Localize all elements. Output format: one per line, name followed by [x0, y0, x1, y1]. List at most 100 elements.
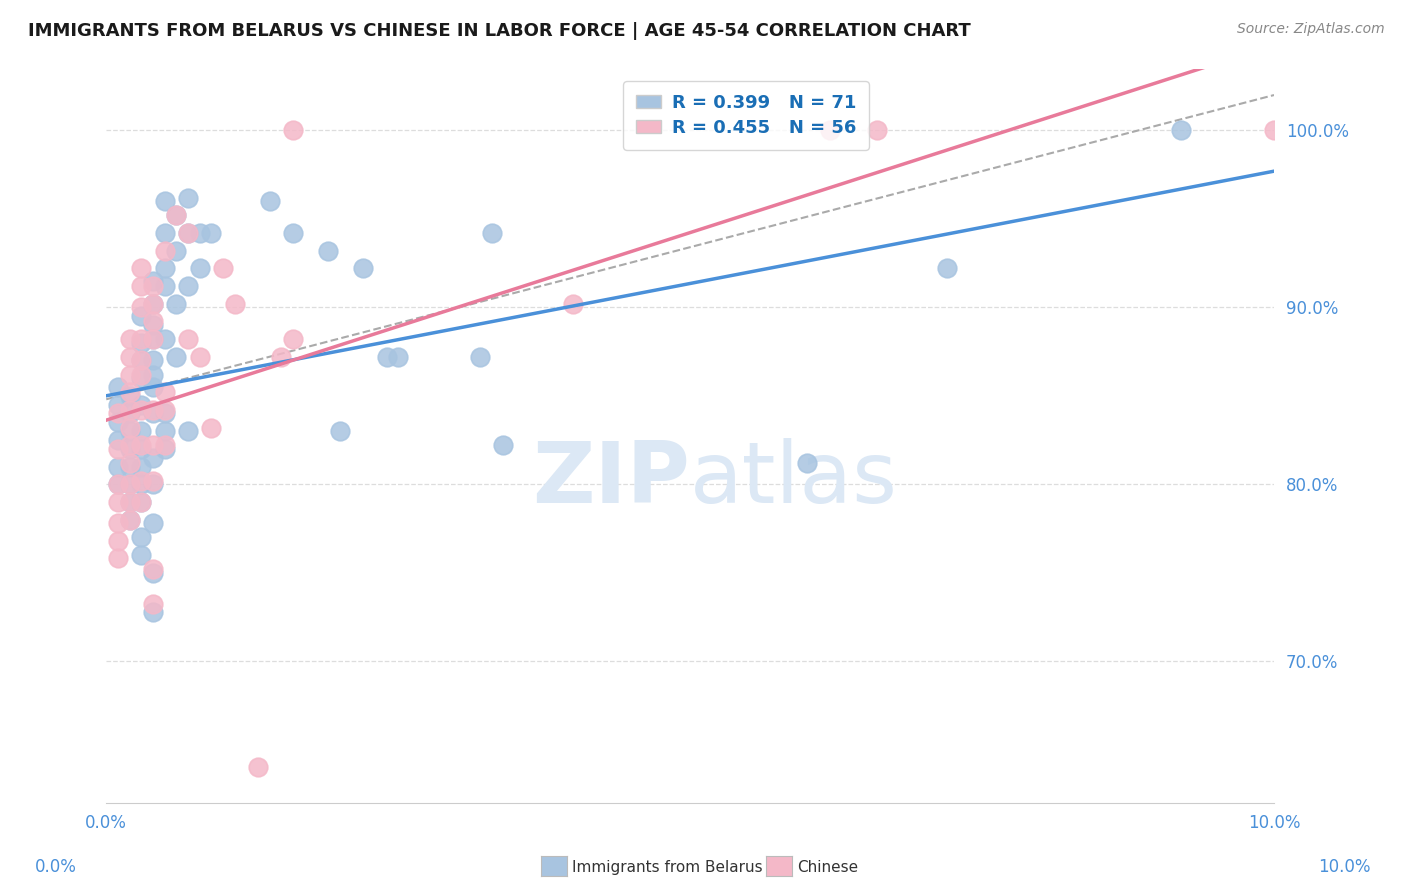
Point	[118, 459, 141, 474]
Point	[165, 208, 187, 222]
Point	[153, 438, 176, 452]
Point	[118, 438, 141, 452]
Point	[129, 548, 152, 562]
Point	[481, 226, 503, 240]
Point	[129, 459, 152, 474]
Point	[118, 495, 141, 509]
Text: 10.0%: 10.0%	[1319, 858, 1371, 876]
Point	[118, 389, 141, 403]
Point	[142, 353, 165, 368]
Point	[118, 477, 141, 491]
Point	[177, 226, 200, 240]
Point	[866, 123, 889, 137]
Point	[200, 420, 222, 434]
Point	[153, 194, 176, 209]
Point	[188, 226, 211, 240]
Point	[129, 335, 152, 350]
Point	[118, 332, 141, 346]
Point	[142, 380, 165, 394]
Text: atlas: atlas	[690, 438, 898, 521]
Point	[107, 495, 129, 509]
Point	[1263, 123, 1285, 137]
Point	[153, 261, 176, 276]
Point	[165, 297, 187, 311]
Point	[142, 368, 165, 382]
Point	[142, 314, 165, 328]
Point	[352, 261, 374, 276]
Point	[142, 562, 165, 576]
Point	[468, 350, 491, 364]
Point	[129, 309, 152, 323]
Text: IMMIGRANTS FROM BELARUS VS CHINESE IN LABOR FORCE | AGE 45-54 CORRELATION CHART: IMMIGRANTS FROM BELARUS VS CHINESE IN LA…	[28, 22, 972, 40]
Point	[129, 332, 152, 346]
Point	[142, 474, 165, 488]
Point	[118, 385, 141, 400]
Point	[177, 424, 200, 438]
Point	[1170, 123, 1192, 137]
Point	[129, 495, 152, 509]
Point	[165, 350, 187, 364]
Point	[129, 495, 152, 509]
Point	[177, 226, 200, 240]
Point	[316, 244, 339, 258]
Point	[107, 477, 129, 491]
Point	[142, 598, 165, 612]
Point	[107, 551, 129, 566]
Text: Source: ZipAtlas.com: Source: ZipAtlas.com	[1237, 22, 1385, 37]
Point	[107, 407, 129, 421]
Point	[387, 350, 409, 364]
Point	[259, 194, 281, 209]
Point	[165, 244, 187, 258]
Point	[107, 398, 129, 412]
Point	[177, 332, 200, 346]
Point	[562, 297, 585, 311]
Point	[129, 403, 152, 417]
Point	[118, 512, 141, 526]
Point	[107, 516, 129, 530]
Point	[153, 279, 176, 293]
Point	[118, 368, 141, 382]
Point	[281, 123, 304, 137]
Point	[142, 318, 165, 332]
Point	[142, 450, 165, 465]
Point	[224, 297, 246, 311]
Point	[129, 261, 152, 276]
Point	[142, 566, 165, 580]
Point	[129, 279, 152, 293]
Point	[247, 760, 270, 774]
Point	[142, 403, 165, 417]
Point	[796, 456, 818, 470]
Point	[153, 424, 176, 438]
Point	[820, 123, 842, 137]
Text: Immigrants from Belarus: Immigrants from Belarus	[572, 860, 763, 874]
Point	[142, 407, 165, 421]
Point	[129, 353, 152, 368]
Point	[118, 407, 141, 421]
Point	[129, 438, 152, 452]
Point	[129, 477, 152, 491]
Point	[129, 368, 152, 382]
Point	[129, 530, 152, 544]
Point	[329, 424, 352, 438]
Point	[142, 297, 165, 311]
Point	[281, 226, 304, 240]
Point	[129, 301, 152, 315]
Point	[142, 605, 165, 619]
Point	[142, 279, 165, 293]
Point	[129, 371, 152, 385]
Point	[936, 261, 959, 276]
Text: Chinese: Chinese	[797, 860, 858, 874]
Text: ZIP: ZIP	[533, 438, 690, 521]
Point	[107, 533, 129, 548]
Point	[188, 261, 211, 276]
Point	[118, 477, 141, 491]
Point	[492, 438, 515, 452]
Point	[142, 477, 165, 491]
Point	[118, 512, 141, 526]
Point	[281, 332, 304, 346]
Point	[118, 420, 141, 434]
Legend: R = 0.399   N = 71, R = 0.455   N = 56: R = 0.399 N = 71, R = 0.455 N = 56	[623, 81, 869, 150]
Point	[118, 495, 141, 509]
Text: 0.0%: 0.0%	[35, 858, 77, 876]
Point	[153, 442, 176, 456]
